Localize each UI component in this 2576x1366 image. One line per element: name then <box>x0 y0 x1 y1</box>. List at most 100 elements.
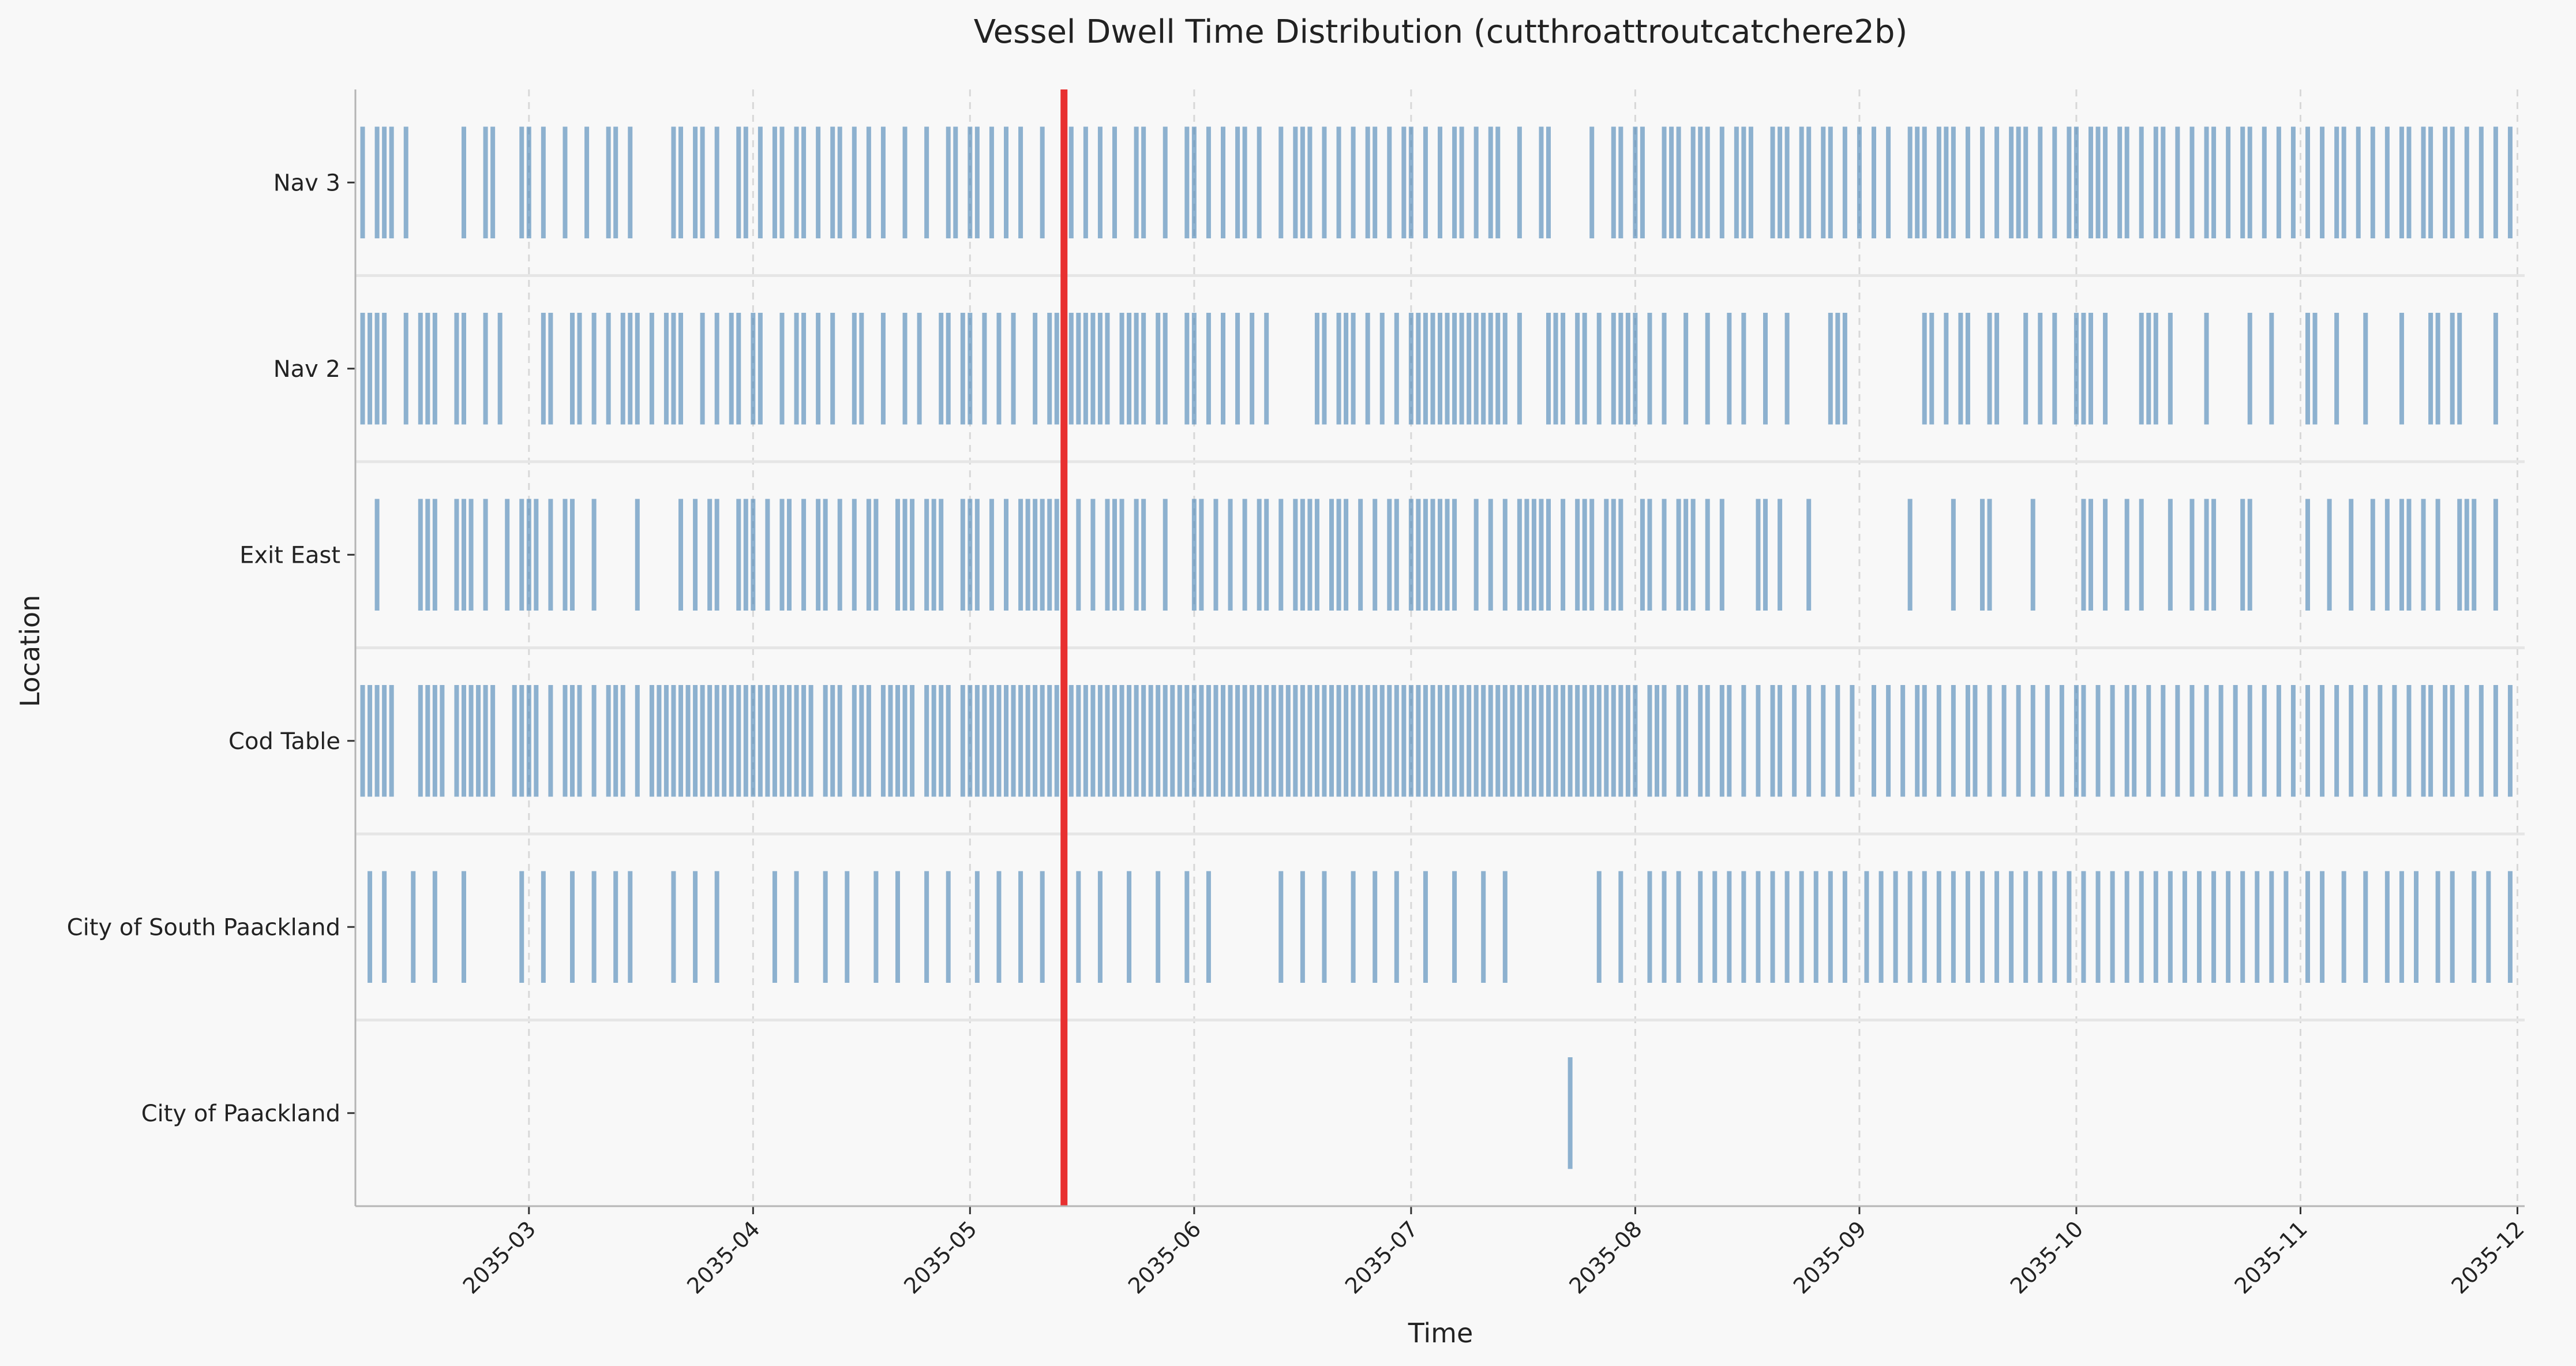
event-bar <box>946 126 951 238</box>
event-bar <box>2226 126 2231 238</box>
event-bar <box>1408 685 1413 797</box>
event-bar <box>779 685 785 797</box>
event-bar <box>989 499 994 611</box>
event-bar <box>1473 685 1479 797</box>
event-bar <box>1741 126 1746 238</box>
event-bar <box>1394 871 1399 983</box>
event-bar <box>1134 499 1139 611</box>
event-bar <box>1373 871 1378 983</box>
event-bar <box>1068 126 1074 238</box>
event-bar <box>1676 685 1681 797</box>
event-bar <box>2103 126 2108 238</box>
event-bar <box>801 685 807 797</box>
event-bar <box>1156 685 1161 797</box>
event-bar <box>1445 313 1450 425</box>
event-bar <box>2290 126 2296 238</box>
event-bar <box>2023 871 2028 983</box>
event-bar <box>1004 499 1008 611</box>
event-bar <box>454 685 459 797</box>
event-bar <box>519 871 524 983</box>
event-bar <box>939 499 944 611</box>
event-bar <box>462 499 466 611</box>
event-bar <box>1344 685 1349 797</box>
event-bar <box>888 685 893 797</box>
event-bar <box>490 685 496 797</box>
event-bar <box>584 126 590 238</box>
event-bar <box>939 313 944 425</box>
event-bar <box>1127 871 1132 983</box>
event-bar <box>2038 126 2043 238</box>
event-bar <box>794 126 799 238</box>
event-bar <box>2363 685 2368 797</box>
event-bar <box>1076 313 1081 425</box>
event-bar <box>801 126 807 238</box>
event-bar <box>1235 126 1240 238</box>
event-bar <box>1922 126 1927 238</box>
event-bar <box>2450 871 2455 983</box>
event-bar <box>606 685 611 797</box>
event-bar <box>2255 871 2260 983</box>
event-bar <box>2139 499 2144 611</box>
event-bar <box>1206 313 1211 425</box>
event-bar <box>1184 685 1190 797</box>
event-bar <box>693 126 698 238</box>
event-bar <box>1293 499 1298 611</box>
event-bar <box>736 499 741 611</box>
event-bar <box>1242 499 1247 611</box>
event-bar <box>591 871 597 983</box>
event-bar <box>1842 126 1847 238</box>
event-bar <box>2095 685 2101 797</box>
event-bar <box>1336 126 1341 238</box>
event-bar <box>2038 871 2043 983</box>
event-bar <box>1719 685 1724 797</box>
event-bar <box>852 685 857 797</box>
event-bar <box>635 685 640 797</box>
event-bar <box>1452 685 1457 797</box>
event-bar <box>1770 871 1775 983</box>
event-bar <box>411 871 416 983</box>
event-bar <box>1546 685 1551 797</box>
event-bar <box>1553 313 1558 425</box>
event-bar <box>570 685 575 797</box>
event-bar <box>1184 313 1190 425</box>
event-bar <box>1213 685 1218 797</box>
event-bar <box>1690 126 1696 238</box>
event-bar <box>1539 685 1544 797</box>
event-bar <box>2081 685 2086 797</box>
event-bar <box>368 313 373 425</box>
event-bar <box>852 499 857 611</box>
event-bar <box>1965 313 1970 425</box>
event-bar <box>1647 499 1652 611</box>
event-bar <box>2384 499 2390 611</box>
event-bar <box>1018 126 1023 238</box>
event-bar <box>663 313 669 425</box>
event-bar <box>1640 499 1645 611</box>
event-bar <box>403 313 408 425</box>
event-bar <box>2073 313 2079 425</box>
event-bar <box>1690 499 1696 611</box>
event-bar <box>1973 685 1978 797</box>
event-bar <box>1741 685 1746 797</box>
event-bar <box>1640 126 1645 238</box>
event-bar <box>1408 313 1413 425</box>
axes-layer <box>347 89 2525 1214</box>
event-bar <box>1011 685 1016 797</box>
event-bar <box>1423 313 1428 425</box>
event-bar <box>765 499 770 611</box>
event-bar <box>526 499 531 611</box>
event-bar <box>1083 126 1088 238</box>
event-bar <box>1763 499 1768 611</box>
event-bar <box>2247 499 2252 611</box>
event-bar <box>2421 685 2426 797</box>
event-bar <box>968 313 973 425</box>
event-bar <box>1191 499 1197 611</box>
event-bar <box>1191 126 1197 238</box>
event-bar <box>1655 685 1659 797</box>
event-bar <box>2052 871 2057 983</box>
event-bar <box>2327 499 2332 611</box>
event-bar <box>1141 313 1146 425</box>
event-bar <box>1097 313 1103 425</box>
event-bar <box>1531 499 1536 611</box>
event-bar <box>2211 499 2217 611</box>
event-bar <box>1662 313 1667 425</box>
